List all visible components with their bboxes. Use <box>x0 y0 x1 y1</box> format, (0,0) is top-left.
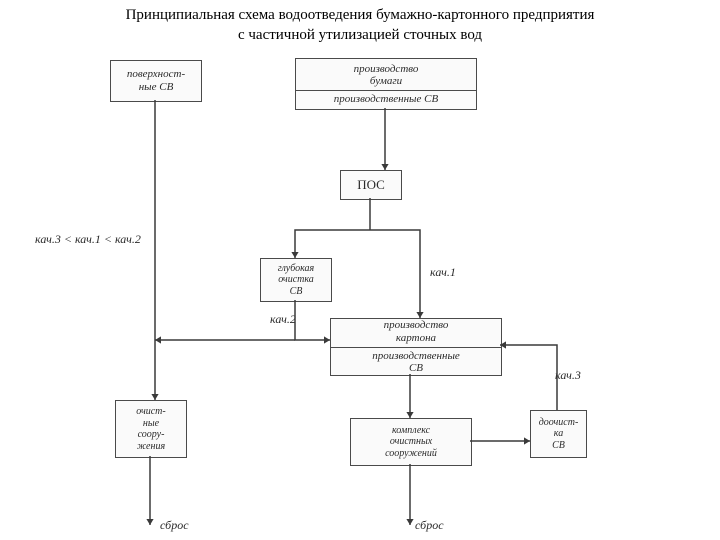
node-pos: ПОС <box>340 170 402 200</box>
node-label: комплексочистныхсооружений <box>351 425 471 460</box>
node-complex: комплексочистныхсооружений <box>350 418 472 466</box>
label-kach3: кач.3 <box>555 368 581 383</box>
node-label: глубокаяочисткаСВ <box>261 263 331 298</box>
node-surface-sv: поверхност-ные СВ <box>110 60 202 102</box>
node-deep-clean: глубокаяочисткаСВ <box>260 258 332 302</box>
node-label: доочист-каСВ <box>531 417 586 452</box>
label-sbros-2: сброс <box>415 518 444 533</box>
node-label: ПОС <box>341 178 401 193</box>
title-line-1: Принципиальная схема водоотведения бумаж… <box>126 7 595 23</box>
node-top-label: производствобумаги <box>296 61 476 91</box>
node-carton-production: производствокартона производственныеСВ <box>330 318 502 376</box>
node-paper-production: производствобумаги производственные СВ <box>295 58 477 110</box>
node-label: очист-ныесоору-жения <box>116 406 186 452</box>
node-ochistnye: очист-ныесоору-жения <box>115 400 187 458</box>
label-sbros-1: сброс <box>160 518 189 533</box>
page-title: Принципиальная схема водоотведения бумаж… <box>0 6 720 45</box>
label-inequality: кач.3 < кач.1 < кач.2 <box>35 232 141 247</box>
node-bot-label: производственные СВ <box>296 91 476 108</box>
node-top-label: производствокартона <box>331 317 501 347</box>
label-kach2: кач.2 <box>270 312 296 327</box>
label-kach1: кач.1 <box>430 265 456 280</box>
node-doocistka: доочист-каСВ <box>530 410 587 458</box>
node-bot-label: производственныеСВ <box>331 348 501 377</box>
title-line-2: с частичной утилизацией сточных вод <box>238 27 482 43</box>
node-label: поверхност-ные СВ <box>111 68 201 93</box>
